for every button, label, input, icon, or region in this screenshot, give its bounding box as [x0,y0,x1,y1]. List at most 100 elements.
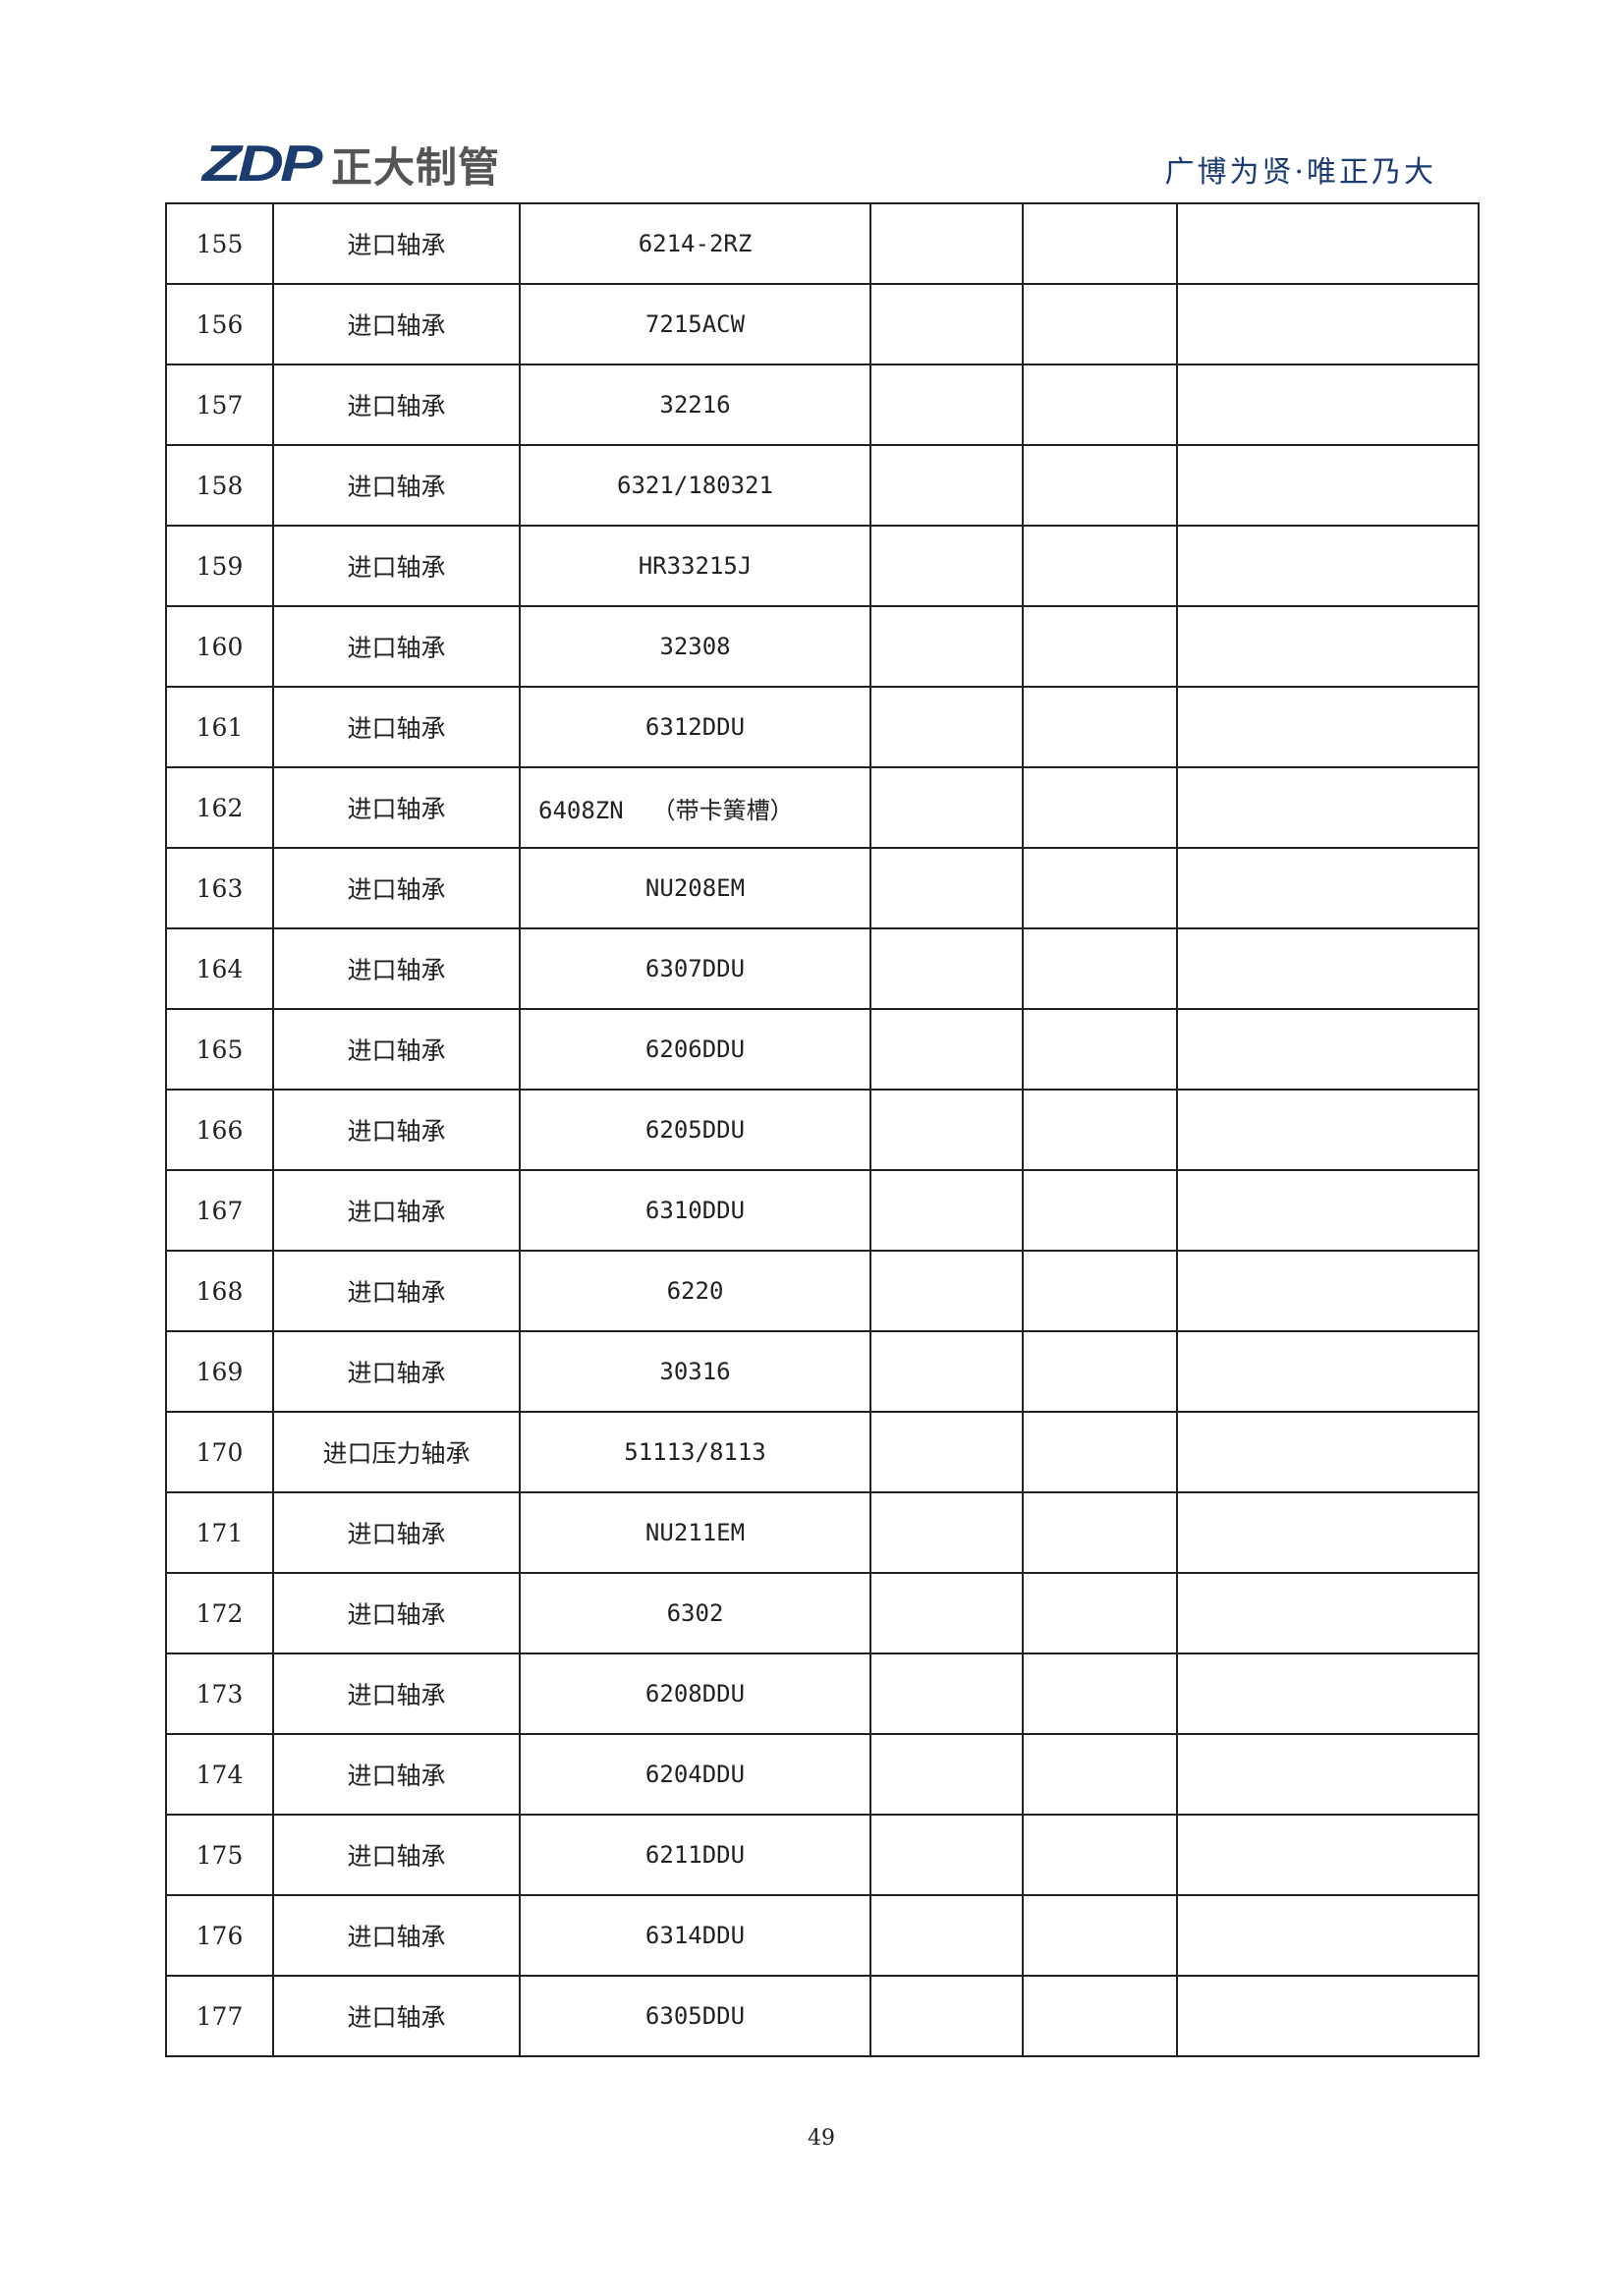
model: NU208EM [519,847,871,929]
model: HR33215J [519,525,871,607]
item-name: 进口压力轴承 [272,1411,521,1493]
item-name: 进口轴承 [272,1008,521,1091]
item-name: 进口轴承 [272,364,521,446]
item-name: 进口轴承 [272,1652,521,1735]
cell-empty [869,1975,1024,2057]
table-row: 165 进口轴承 6206DDU [165,1008,1480,1091]
table-row: 162 进口轴承 6408ZN （带卡簧槽） [165,766,1480,849]
cell-empty [1022,927,1178,1010]
table-row: 174 进口轴承 6204DDU [165,1733,1480,1816]
cell-empty [1022,283,1178,365]
cell-empty [869,1491,1024,1574]
table-row: 160 进口轴承 32308 [165,605,1480,688]
cell-empty [1022,1008,1178,1091]
table-row: 163 进口轴承 NU208EM [165,847,1480,929]
row-number: 174 [165,1733,274,1816]
cell-empty [1176,1330,1480,1413]
item-name: 进口轴承 [272,1733,521,1816]
row-number: 172 [165,1572,274,1654]
cell-empty [1022,1975,1178,2057]
cell-empty [1176,1250,1480,1332]
cell-empty [1022,1894,1178,1977]
model: 6307DDU [519,927,871,1010]
table-row: 171 进口轴承 NU211EM [165,1491,1480,1574]
table-row: 159 进口轴承 HR33215J [165,525,1480,607]
model: 6314DDU [519,1894,871,1977]
row-number: 160 [165,605,274,688]
row-number: 164 [165,927,274,1010]
item-name: 进口轴承 [272,1572,521,1654]
cell-empty [869,1894,1024,1977]
model: 6302 [519,1572,871,1654]
cell-empty [869,1814,1024,1896]
row-number: 159 [165,525,274,607]
cell-empty [1176,1652,1480,1735]
model: 6208DDU [519,1652,871,1735]
cell-empty [1176,847,1480,929]
row-number: 162 [165,766,274,849]
cell-empty [869,1733,1024,1816]
row-number: 165 [165,1008,274,1091]
logo-text: 正大制管 [331,142,501,192]
cell-empty [1176,202,1480,285]
item-name: 进口轴承 [272,1814,521,1896]
cell-empty [1022,202,1178,285]
row-number: 175 [165,1814,274,1896]
cell-empty [1176,1008,1480,1091]
cell-empty [869,364,1024,446]
table-row: 172 进口轴承 6302 [165,1572,1480,1654]
cell-empty [1176,1733,1480,1816]
cell-empty [1176,1814,1480,1896]
table-row: 169 进口轴承 30316 [165,1330,1480,1413]
cell-empty [1022,444,1178,527]
cell-empty [1022,605,1178,688]
item-name: 进口轴承 [272,766,521,849]
cell-empty [1176,766,1480,849]
model: 6205DDU [519,1089,871,1171]
cell-empty [1176,525,1480,607]
item-name: 进口轴承 [272,1491,521,1574]
model: 32308 [519,605,871,688]
model: 32216 [519,364,871,446]
cell-empty [1022,1411,1178,1493]
cell-empty [1022,1491,1178,1574]
table-row: 155 进口轴承 6214-2RZ [165,202,1480,285]
item-name: 进口轴承 [272,686,521,768]
item-name: 进口轴承 [272,444,521,527]
item-name: 进口轴承 [272,1250,521,1332]
cell-empty [869,444,1024,527]
cell-empty [1176,364,1480,446]
cell-empty [1022,1169,1178,1252]
cell-empty [869,1330,1024,1413]
cell-empty [1176,1894,1480,1977]
item-name: 进口轴承 [272,1169,521,1252]
row-number: 155 [165,202,274,285]
row-number: 171 [165,1491,274,1574]
cell-empty [869,202,1024,285]
cell-empty [1022,1814,1178,1896]
cell-empty [1176,1491,1480,1574]
cell-empty [1176,927,1480,1010]
item-name: 进口轴承 [272,1330,521,1413]
item-name: 进口轴承 [272,1089,521,1171]
row-number: 157 [165,364,274,446]
cell-empty [1176,1169,1480,1252]
model: 6211DDU [519,1814,871,1896]
model: 6204DDU [519,1733,871,1816]
table-row: 177 进口轴承 6305DDU [165,1975,1480,2057]
cell-empty [1022,364,1178,446]
table-row: 173 进口轴承 6208DDU [165,1652,1480,1735]
logo-mark: ZDP [202,136,323,193]
model: 6321/180321 [519,444,871,527]
item-name: 进口轴承 [272,525,521,607]
item-name: 进口轴承 [272,283,521,365]
row-number: 170 [165,1411,274,1493]
company-logo: ZDP 正大制管 [202,136,500,193]
cell-empty [1176,1975,1480,2057]
model: 6206DDU [519,1008,871,1091]
cell-empty [1176,605,1480,688]
table-row: 170 进口压力轴承 51113/8113 [165,1411,1480,1493]
item-name: 进口轴承 [272,1894,521,1977]
cell-empty [1022,1652,1178,1735]
row-number: 163 [165,847,274,929]
